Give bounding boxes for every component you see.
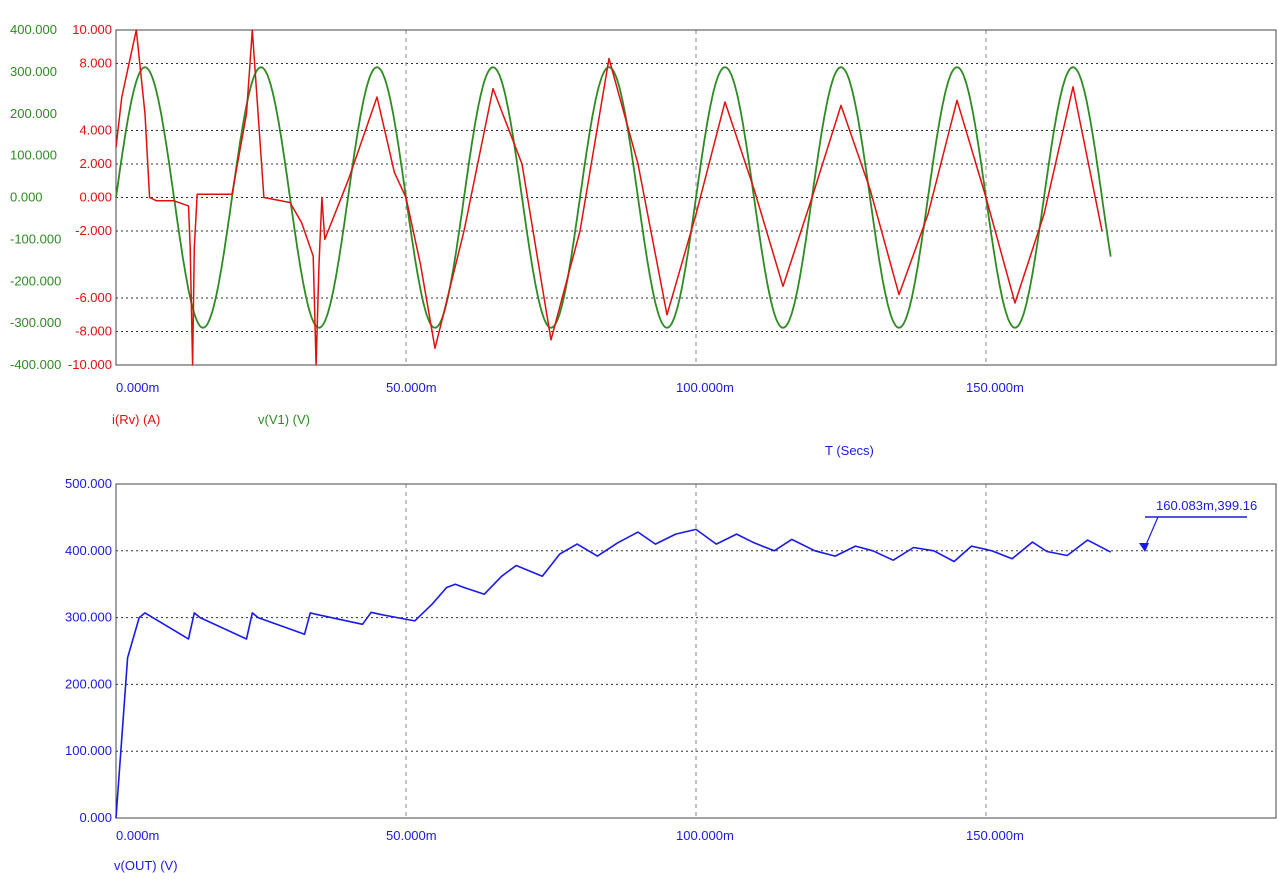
- bottom-chart-x-tick: 100.000m: [676, 828, 734, 843]
- bottom-y-tick: 400.000: [65, 543, 112, 558]
- left-y-tick: -400.000: [10, 357, 61, 372]
- top-chart: 400.000 300.000 200.000 100.000 0.000 -100.00…: [10, 22, 1277, 395]
- bottom-chart-x-tick: 50.000m: [386, 828, 437, 843]
- legend-v-out[interactable]: v(OUT) (V): [114, 858, 178, 873]
- right-y-tick: -6.000: [75, 290, 112, 305]
- right-y-tick: 8.000: [79, 56, 112, 71]
- right-y-tick: 4.000: [79, 123, 112, 138]
- left-y-tick: 400.000: [10, 22, 57, 37]
- legend-v-v1[interactable]: v(V1) (V): [258, 412, 310, 427]
- right-y-tick: 0.000: [79, 190, 112, 205]
- left-y-tick: 0.000: [10, 190, 43, 205]
- left-y-tick: 300.000: [10, 64, 57, 79]
- left-y-tick: -300.000: [10, 315, 61, 330]
- left-y-tick: 100.000: [10, 148, 57, 163]
- x-axis-label: T (Secs): [825, 443, 874, 458]
- left-y-tick: -100.000: [10, 231, 61, 246]
- bottom-chart-x-tick: 150.000m: [966, 828, 1024, 843]
- bottom-chart-frame: [115, 483, 1277, 819]
- series-v-v1: [115, 66, 1112, 329]
- annotation-text: 160.083m,399.16: [1156, 498, 1257, 513]
- bottom-chart: 500.000 400.000 300.000 200.000 100.000 0.000…: [65, 476, 1277, 843]
- right-y-tick: 2.000: [79, 156, 112, 171]
- bottom-y-tick: 300.000: [65, 610, 112, 625]
- series-v-out: [115, 528, 1112, 819]
- series-i-rv: [115, 29, 1103, 366]
- annotation-arrow-icon: [1139, 543, 1149, 552]
- bottom-y-tick: 0.000: [79, 810, 112, 825]
- right-y-tick: -10.000: [68, 357, 112, 372]
- bottom-chart-x-tick: 0.000m: [116, 828, 159, 843]
- annotation-leader: [1144, 516, 1159, 548]
- right-y-tick: -2.000: [75, 223, 112, 238]
- bottom-y-tick: 200.000: [65, 676, 112, 691]
- cursor-annotation[interactable]: 160.083m,399.16: [1139, 498, 1257, 552]
- top-chart-x-tick: 0.000m: [116, 380, 159, 395]
- right-y-tick: 10.000: [72, 22, 112, 37]
- left-y-tick: -200.000: [10, 273, 61, 288]
- legend-i-rv[interactable]: i(Rv) (A): [112, 412, 160, 427]
- right-y-tick: -8.000: [75, 324, 112, 339]
- left-y-tick: 200.000: [10, 106, 57, 121]
- top-chart-x-tick: 100.000m: [676, 380, 734, 395]
- bottom-y-tick: 100.000: [65, 743, 112, 758]
- top-chart-x-tick: 150.000m: [966, 380, 1024, 395]
- top-chart-x-tick: 50.000m: [386, 380, 437, 395]
- bottom-y-tick: 500.000: [65, 476, 112, 491]
